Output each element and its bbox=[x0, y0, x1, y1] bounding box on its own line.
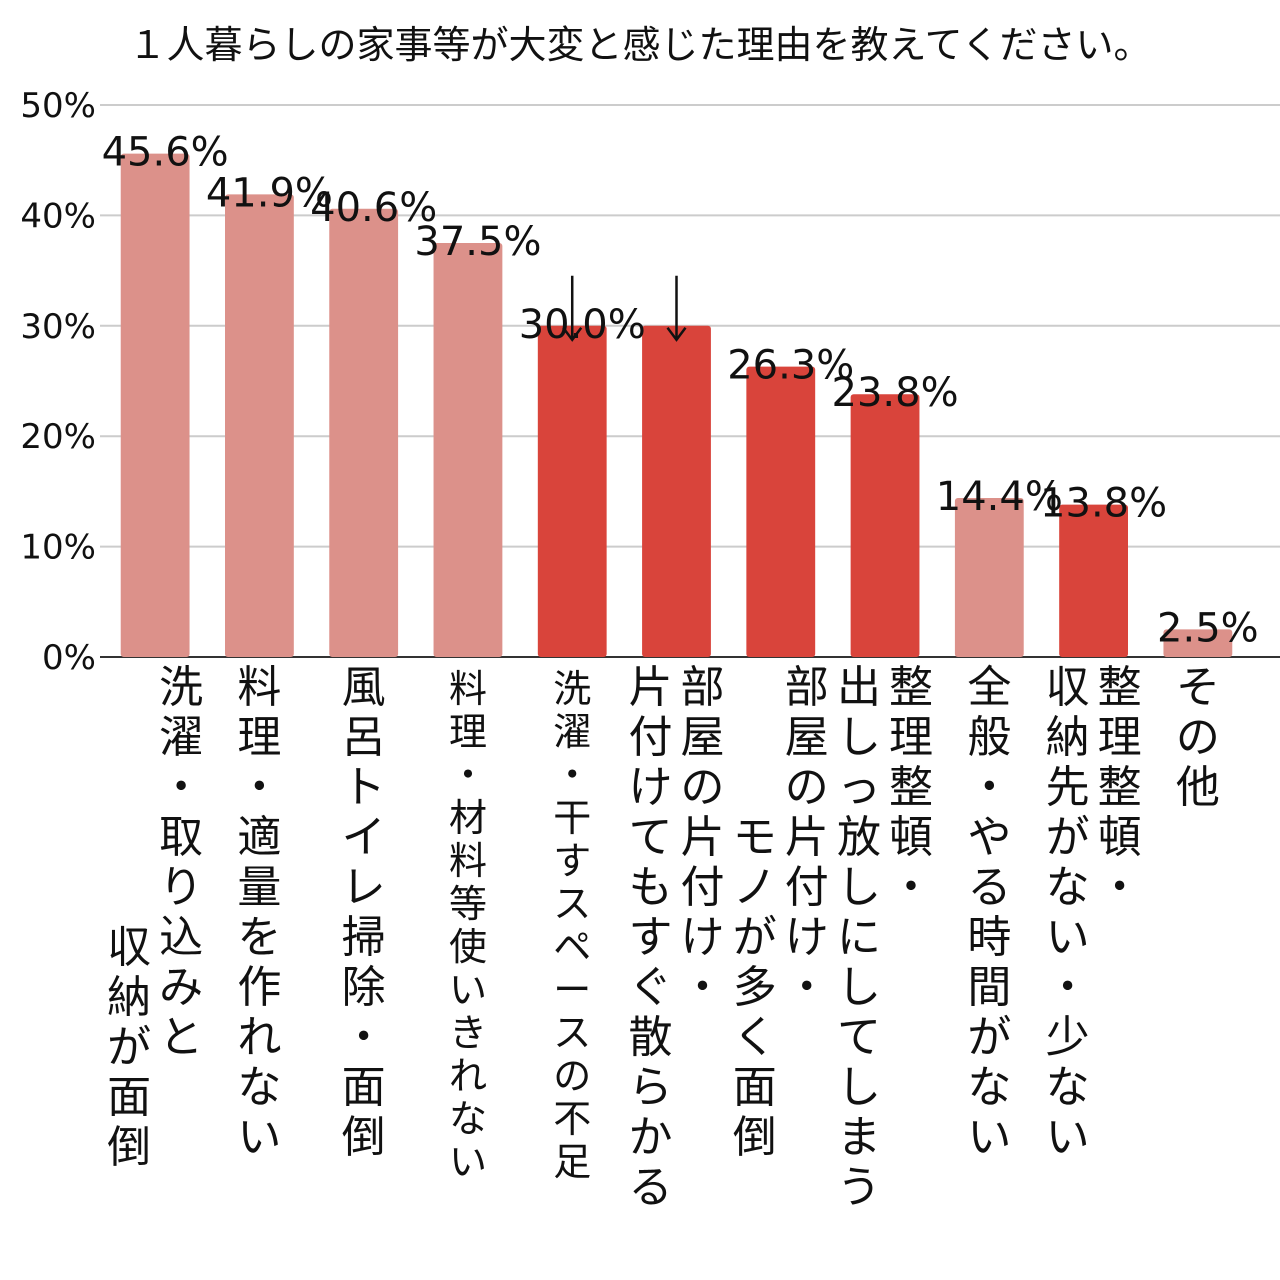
category-label: モノが多く面倒 bbox=[733, 812, 777, 1163]
category-label: 収納が面倒 bbox=[107, 922, 151, 1173]
category-label: 整理整頓・ bbox=[889, 662, 933, 913]
data-label: 2.5% bbox=[1157, 605, 1259, 651]
category-label: 片付けてもすぐ散らかる bbox=[629, 662, 673, 1213]
bar bbox=[954, 498, 1024, 657]
category-label: 全般・やる時間がない bbox=[967, 662, 1011, 1163]
y-tick-label: 30% bbox=[20, 307, 96, 347]
data-label: 13.8% bbox=[1040, 481, 1167, 527]
category-label: 整理整頓・ bbox=[1098, 662, 1142, 913]
bar bbox=[850, 394, 920, 657]
bar bbox=[1059, 504, 1129, 657]
category-label: 出しっ放しにしてしまう bbox=[837, 662, 881, 1213]
chart-title: １人暮らしの家事等が大変と感じた理由を教えてください。 bbox=[129, 23, 1152, 67]
bar bbox=[537, 325, 607, 657]
category-label: 洗濯・干すスペースの不足 bbox=[553, 667, 591, 1184]
bar bbox=[746, 366, 816, 657]
y-tick-label: 10% bbox=[20, 528, 96, 568]
bar bbox=[642, 325, 711, 657]
data-label: 40.6% bbox=[310, 185, 437, 231]
data-label: 23.8% bbox=[832, 370, 959, 416]
bar bbox=[120, 153, 190, 658]
category-label: 料理・適量を作れない bbox=[237, 662, 281, 1163]
data-label: 41.9% bbox=[206, 170, 333, 216]
category-label: その他 bbox=[1176, 662, 1220, 813]
y-tick-label: 50% bbox=[20, 86, 96, 126]
bar bbox=[1163, 629, 1233, 657]
y-tick-label: 40% bbox=[20, 196, 96, 236]
category-label: 風呂トイレ掃除・面倒 bbox=[342, 662, 386, 1163]
category-label: 洗濯・取り込みと bbox=[159, 662, 203, 1063]
data-label: 30.0% bbox=[519, 302, 646, 348]
bar bbox=[433, 243, 503, 657]
data-label: 14.4% bbox=[936, 474, 1063, 520]
category-label: 部屋の片付け・ bbox=[681, 662, 725, 1013]
y-tick-label: 0% bbox=[42, 638, 96, 678]
category-label: 部屋の片付け・ bbox=[785, 662, 829, 1013]
category-label: 料理・材料等使いきれない bbox=[449, 667, 487, 1184]
data-label: 37.5% bbox=[414, 219, 541, 265]
arrow-annotation bbox=[562, 275, 583, 342]
bar bbox=[224, 194, 294, 657]
y-tick-label: 20% bbox=[20, 417, 96, 457]
data-label: 45.6% bbox=[102, 130, 229, 176]
category-label: 収納先がない・少ない bbox=[1046, 662, 1090, 1163]
bar bbox=[329, 208, 399, 657]
data-label: 26.3% bbox=[727, 343, 854, 389]
arrow-annotation bbox=[666, 275, 687, 342]
